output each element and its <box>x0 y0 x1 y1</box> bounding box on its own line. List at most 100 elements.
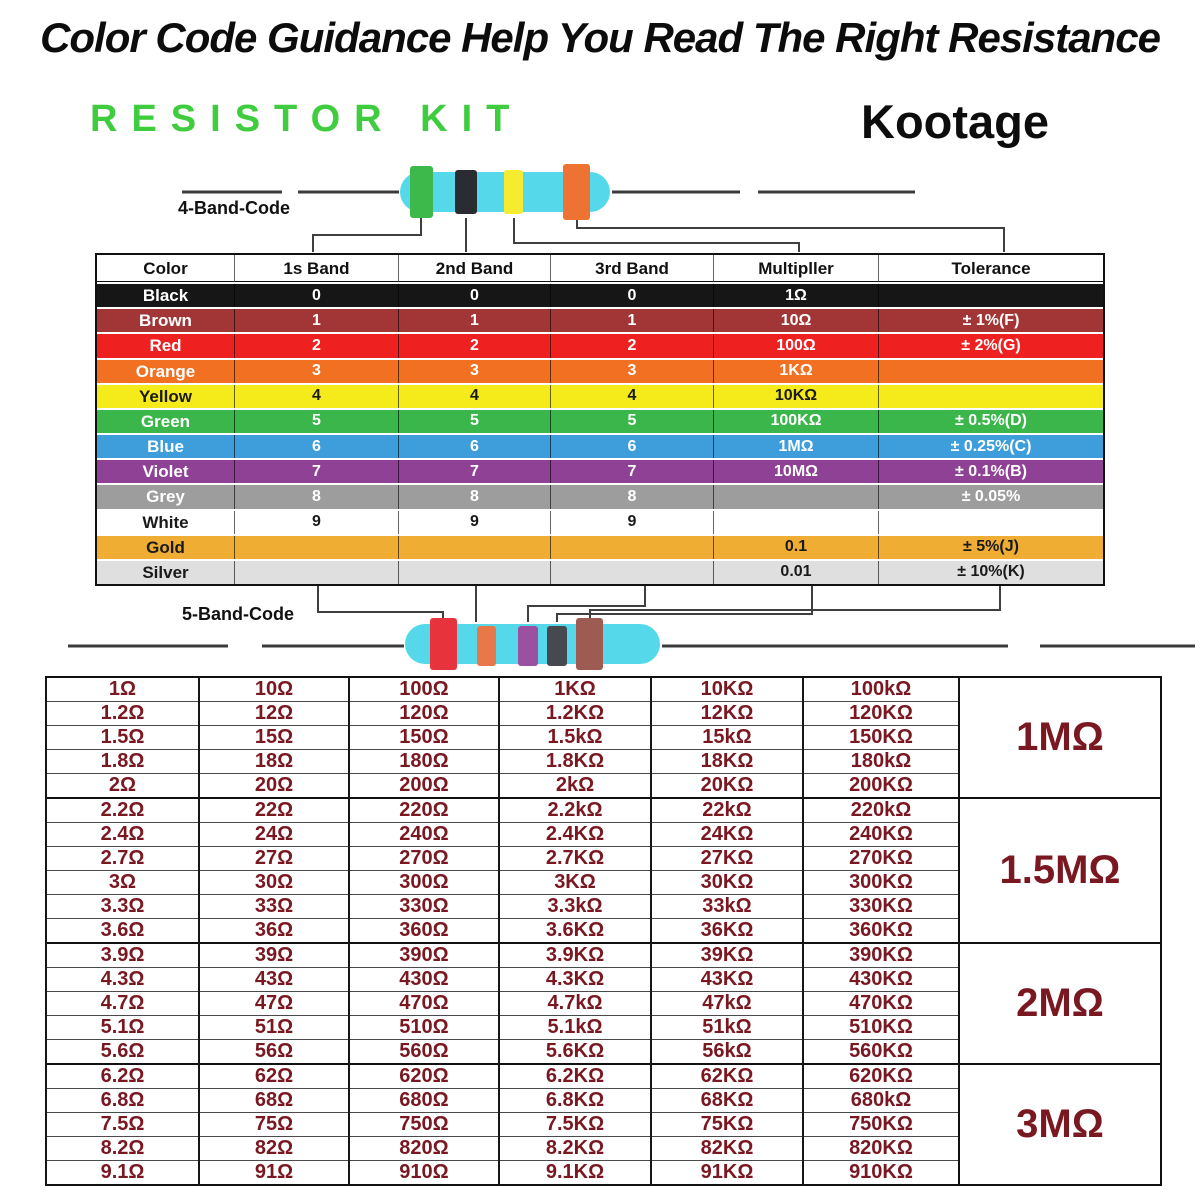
brand-name: Kootage <box>861 95 1049 148</box>
multiplier-value: 100KΩ <box>714 409 879 434</box>
digit-1s: 9 <box>235 510 399 534</box>
resistance-value: 22kΩ <box>650 797 804 823</box>
color-row-white: White 9 9 9 <box>97 508 1103 534</box>
resistance-value: 36KΩ <box>650 918 804 944</box>
resistance-value: 6.8Ω <box>45 1088 200 1113</box>
value-row: 3.9Ω 39Ω 390Ω 3.9KΩ 39KΩ 390KΩ 2MΩ <box>45 942 1162 1065</box>
multiplier-value: 10MΩ <box>714 460 879 484</box>
resistance-value: 15Ω <box>198 725 350 750</box>
resistance-value: 1KΩ <box>498 676 652 702</box>
color-name: Blue <box>97 435 235 459</box>
color-table-header-row: Color 1s Band 2nd Band 3rd Band Multipller To… <box>97 255 1103 282</box>
color-name: White <box>97 510 235 534</box>
tolerance-value <box>879 511 1103 534</box>
resistance-value: 33kΩ <box>650 894 804 919</box>
resistance-value: 2kΩ <box>498 773 652 799</box>
resistance-value: 4.3Ω <box>45 967 200 992</box>
group-max-value: 1MΩ <box>958 676 1162 799</box>
group-max-value: 1.5MΩ <box>958 797 1162 944</box>
digit-2nd: 9 <box>399 510 551 534</box>
color-row-brown: Brown 1 1 1 10Ω ± 1%(F) <box>97 307 1103 333</box>
digit-1s: 7 <box>235 460 399 484</box>
value-row: 1.2Ω 12Ω 120Ω 1.2KΩ 12KΩ 120KΩ <box>45 701 1161 726</box>
digit-2nd: 5 <box>399 409 551 434</box>
yellow-band <box>504 170 523 214</box>
resistance-value: 510KΩ <box>802 1015 960 1040</box>
resistance-value: 3.6KΩ <box>498 918 652 944</box>
orange-band <box>563 164 590 220</box>
green-band <box>410 166 433 218</box>
resistance-value: 270Ω <box>348 846 500 871</box>
column-header: 1s Band <box>235 255 399 282</box>
resistance-value: 20KΩ <box>650 773 804 799</box>
resistance-value: 5.1Ω <box>45 1015 200 1040</box>
resistance-value: 820Ω <box>348 1136 500 1161</box>
resistance-value: 2.4KΩ <box>498 822 652 847</box>
resistance-value: 3.9KΩ <box>498 942 652 968</box>
resistance-value: 27Ω <box>198 846 350 871</box>
column-header: Color <box>97 255 235 282</box>
resistance-value: 100kΩ <box>802 676 960 702</box>
resistance-value: 200Ω <box>348 773 500 799</box>
resistance-value: 2.2Ω <box>45 797 200 823</box>
value-row: 5.6Ω 56Ω 560Ω 5.6KΩ 56kΩ 560KΩ <box>45 1039 1161 1065</box>
value-row: 2.7Ω 27Ω 270Ω 2.7KΩ 27KΩ 270KΩ <box>45 846 1161 871</box>
digit-1s: 5 <box>235 409 399 434</box>
digit-3rd: 3 <box>551 359 714 383</box>
color-code-table: Color 1s Band 2nd Band 3rd Band Multipller To… <box>95 253 1105 586</box>
resistance-value: 2.2kΩ <box>498 797 652 823</box>
resistance-value: 22Ω <box>198 797 350 823</box>
resistance-value: 9.1KΩ <box>498 1160 652 1186</box>
resistance-value: 360KΩ <box>802 918 960 944</box>
resistance-value: 560KΩ <box>802 1039 960 1065</box>
digit-3rd: 4 <box>551 384 714 408</box>
resistance-value: 6.8KΩ <box>498 1088 652 1113</box>
resistance-value: 47Ω <box>198 991 350 1016</box>
resistance-value: 18KΩ <box>650 749 804 774</box>
resistance-value: 120KΩ <box>802 701 960 726</box>
resistance-value: 91Ω <box>198 1160 350 1186</box>
resistance-value: 1.5Ω <box>45 725 200 750</box>
resistance-value: 10KΩ <box>650 676 804 702</box>
resistance-value: 820KΩ <box>802 1136 960 1161</box>
resistance-value: 330Ω <box>348 894 500 919</box>
resistance-value: 56kΩ <box>650 1039 804 1065</box>
band5-caption: 5-Band-Code <box>182 604 294 624</box>
resistance-value: 30KΩ <box>650 870 804 895</box>
resistance-value: 510Ω <box>348 1015 500 1040</box>
resistance-value: 9.1Ω <box>45 1160 200 1186</box>
multiplier-value: 10Ω <box>714 309 879 333</box>
color-name: Violet <box>97 460 235 484</box>
digit-1s: 2 <box>235 334 399 358</box>
color-name: Green <box>97 409 235 434</box>
resistance-value: 390Ω <box>348 942 500 968</box>
violet-band <box>518 626 538 666</box>
resistance-value: 39Ω <box>198 942 350 968</box>
color-name: Silver <box>97 560 235 585</box>
color-name: Red <box>97 334 235 358</box>
resistance-value: 910Ω <box>348 1160 500 1186</box>
tolerance-value: ± 0.05% <box>961 487 1021 505</box>
digit-2nd <box>399 535 551 559</box>
resistance-value: 360Ω <box>348 918 500 944</box>
digit-3rd: 0 <box>551 284 714 308</box>
color-row-violet: Violet 7 7 7 10MΩ ± 0.1%(B) <box>97 458 1103 484</box>
resistance-value: 5.6Ω <box>45 1039 200 1065</box>
color-row-gold: Gold 0.1 ± 5%(J) <box>97 533 1103 559</box>
value-row: 3.6Ω 36Ω 360Ω 3.6KΩ 36KΩ 360KΩ <box>45 918 1161 944</box>
resistance-value: 680Ω <box>348 1088 500 1113</box>
resistance-value: 620KΩ <box>802 1063 960 1089</box>
color-name: Black <box>97 284 235 308</box>
column-header: 3rd Band <box>551 255 714 282</box>
resistance-values-table: 1Ω 10Ω 100Ω 1KΩ 10KΩ 100kΩ 1MΩ 1.2Ω 12Ω 120Ω 1.2KΩ… <box>45 676 1162 1186</box>
resistance-value: 2Ω <box>45 773 200 799</box>
resistance-value: 200KΩ <box>802 773 960 799</box>
tolerance-value: ± 5%(J) <box>963 538 1019 556</box>
digit-1s: 6 <box>235 435 399 459</box>
color-row-red: Red 2 2 2 100Ω ± 2%(G) <box>97 332 1103 358</box>
digit-1s: 0 <box>235 284 399 308</box>
resistance-value: 75KΩ <box>650 1112 804 1137</box>
resistance-value: 7.5KΩ <box>498 1112 652 1137</box>
tolerance-value: ± 0.5%(D) <box>955 412 1027 430</box>
